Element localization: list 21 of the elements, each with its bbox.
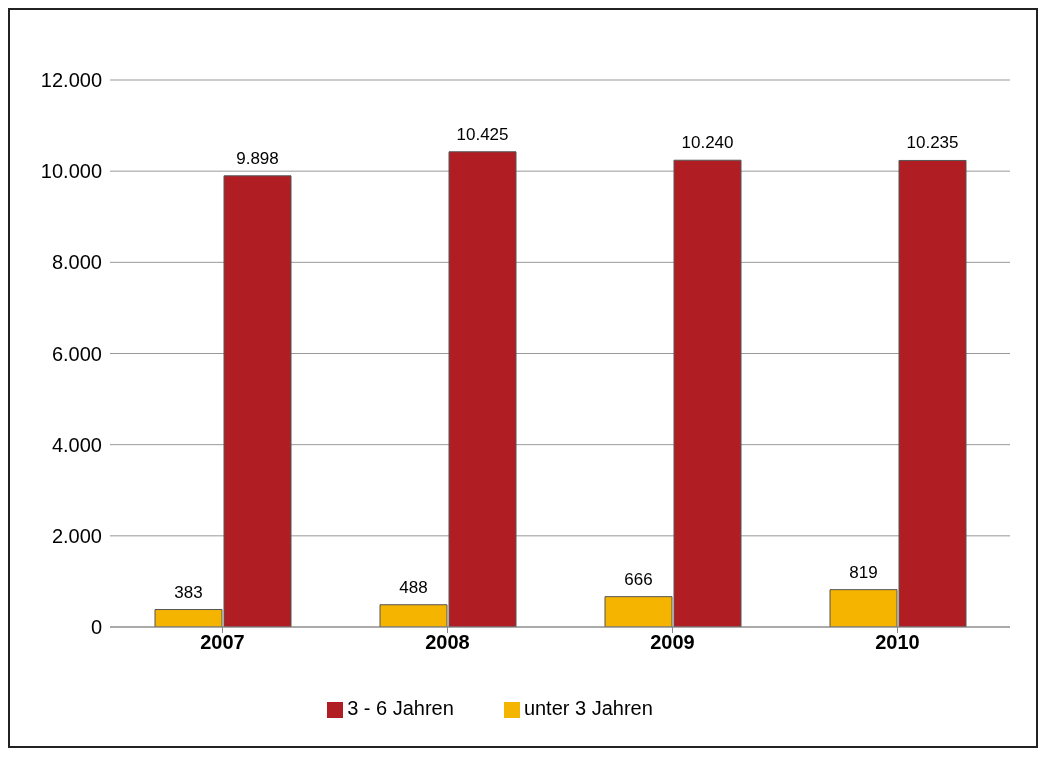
y-tick-label: 6.000 [51,342,102,365]
x-tick-label: 2010 [875,631,920,654]
legend-label: unter 3 Jahren [523,697,653,719]
x-tick-label: 2007 [200,631,245,654]
x-tick-label: 2008 [425,631,470,654]
y-tick-label: 8.000 [51,251,102,274]
x-tick-label: 2009 [650,631,695,654]
data-label: 383 [174,582,203,602]
legend-label: 3 - 6 Jahren [347,697,454,719]
data-label: 9.898 [236,148,279,168]
data-label: 10.425 [456,124,509,144]
y-tick-label: 4.000 [51,433,102,456]
data-label: 10.240 [681,133,734,153]
y-tick-label: 10.000 [40,160,102,183]
data-label: 10.235 [906,133,959,153]
data-label: 819 [849,562,878,582]
y-tick-label: 12.000 [40,69,102,92]
data-label: 666 [624,569,653,589]
data-label: 488 [399,577,428,597]
y-tick-label: 0 [90,616,102,639]
y-tick-label: 2.000 [51,524,102,547]
